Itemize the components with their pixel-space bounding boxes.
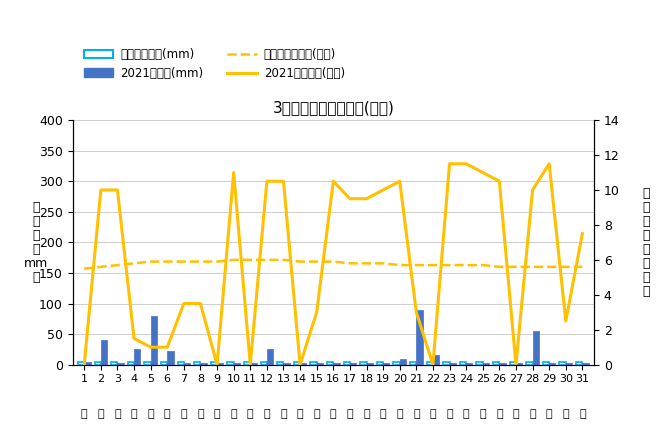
Bar (128, 362, 134, 365)
Bar (560, 362, 566, 365)
Text: 日: 日 (529, 409, 536, 419)
Bar (383, 363, 389, 365)
Text: 日: 日 (479, 409, 486, 419)
Text: 日: 日 (280, 409, 287, 419)
Bar (482, 363, 489, 365)
Bar (178, 362, 184, 365)
Text: 日: 日 (181, 409, 187, 419)
Bar (277, 362, 284, 365)
Text: 日: 日 (363, 409, 370, 419)
Text: 日: 日 (446, 409, 453, 419)
Bar (377, 362, 383, 365)
Bar (526, 362, 533, 365)
Bar (566, 363, 572, 365)
Text: 日: 日 (81, 409, 88, 419)
Bar (317, 363, 323, 365)
Bar (393, 362, 400, 365)
Bar (549, 363, 556, 365)
Text: 日: 日 (413, 409, 420, 419)
Bar (234, 363, 240, 365)
Bar (284, 363, 290, 365)
Bar (350, 363, 356, 365)
Bar (201, 363, 207, 365)
Text: 日: 日 (98, 409, 104, 419)
Text: 日: 日 (562, 409, 569, 419)
Bar (250, 363, 257, 365)
Text: 日: 日 (214, 409, 220, 419)
Bar (333, 363, 340, 365)
Y-axis label: 日
照
時
間
（
時
間
）: 日 照 時 間 （ 時 間 ） (642, 187, 650, 298)
Text: 日: 日 (263, 409, 270, 419)
Bar (533, 331, 539, 365)
Bar (217, 363, 223, 365)
Bar (444, 362, 449, 365)
Text: 日: 日 (579, 409, 585, 419)
Bar (500, 363, 506, 365)
Bar (510, 362, 516, 365)
Y-axis label: 降
水
量
（
mm
）: 降 水 量 （ mm ） (24, 201, 48, 284)
Bar (111, 362, 117, 365)
Bar (211, 362, 217, 365)
Bar (161, 362, 167, 365)
Bar (167, 351, 174, 365)
Text: 日: 日 (297, 409, 304, 419)
Text: 日: 日 (397, 409, 403, 419)
Bar (327, 362, 333, 365)
Text: 日: 日 (546, 409, 552, 419)
Bar (294, 362, 300, 365)
Text: 日: 日 (197, 409, 204, 419)
Text: 日: 日 (463, 409, 469, 419)
Text: 日: 日 (114, 409, 121, 419)
Bar (426, 362, 433, 365)
Text: 日: 日 (314, 409, 320, 419)
Bar (194, 362, 201, 365)
Bar (145, 362, 150, 365)
Bar (400, 359, 406, 365)
Text: 日: 日 (131, 409, 137, 419)
Bar (78, 362, 84, 365)
Bar (227, 362, 234, 365)
Text: 日: 日 (147, 409, 154, 419)
Bar (493, 362, 500, 365)
Text: 日: 日 (379, 409, 386, 419)
Bar (134, 349, 141, 365)
Bar (184, 363, 190, 365)
Bar (433, 356, 440, 365)
Bar (449, 363, 456, 365)
Bar (94, 362, 101, 365)
Bar (477, 362, 482, 365)
Bar (416, 310, 422, 365)
Title: 3月降水量・日照時間(日別): 3月降水量・日照時間(日別) (273, 100, 394, 115)
Bar (582, 363, 589, 365)
Text: 日: 日 (513, 409, 519, 419)
Text: 日: 日 (247, 409, 253, 419)
Bar (366, 363, 373, 365)
Bar (576, 362, 582, 365)
Bar (244, 362, 250, 365)
Bar (300, 363, 306, 365)
Bar (543, 362, 549, 365)
Bar (360, 362, 366, 365)
Bar (261, 362, 267, 365)
Bar (410, 362, 416, 365)
Bar (117, 363, 123, 365)
Text: 日: 日 (330, 409, 337, 419)
Text: 日: 日 (164, 409, 170, 419)
Bar (344, 362, 350, 365)
Text: 日: 日 (430, 409, 436, 419)
Text: 日: 日 (346, 409, 353, 419)
Bar (466, 363, 473, 365)
Bar (267, 349, 273, 365)
Text: 日: 日 (230, 409, 237, 419)
Text: 日: 日 (496, 409, 503, 419)
Bar (150, 316, 157, 365)
Bar (460, 362, 466, 365)
Bar (84, 362, 90, 365)
Legend: 降水量平年値(mm), 2021降水量(mm), 日照時間平年値(時間), 2021日照時間(時間): 降水量平年値(mm), 2021降水量(mm), 日照時間平年値(時間), 20… (84, 48, 345, 80)
Bar (101, 340, 107, 365)
Bar (310, 362, 317, 365)
Bar (516, 363, 522, 365)
